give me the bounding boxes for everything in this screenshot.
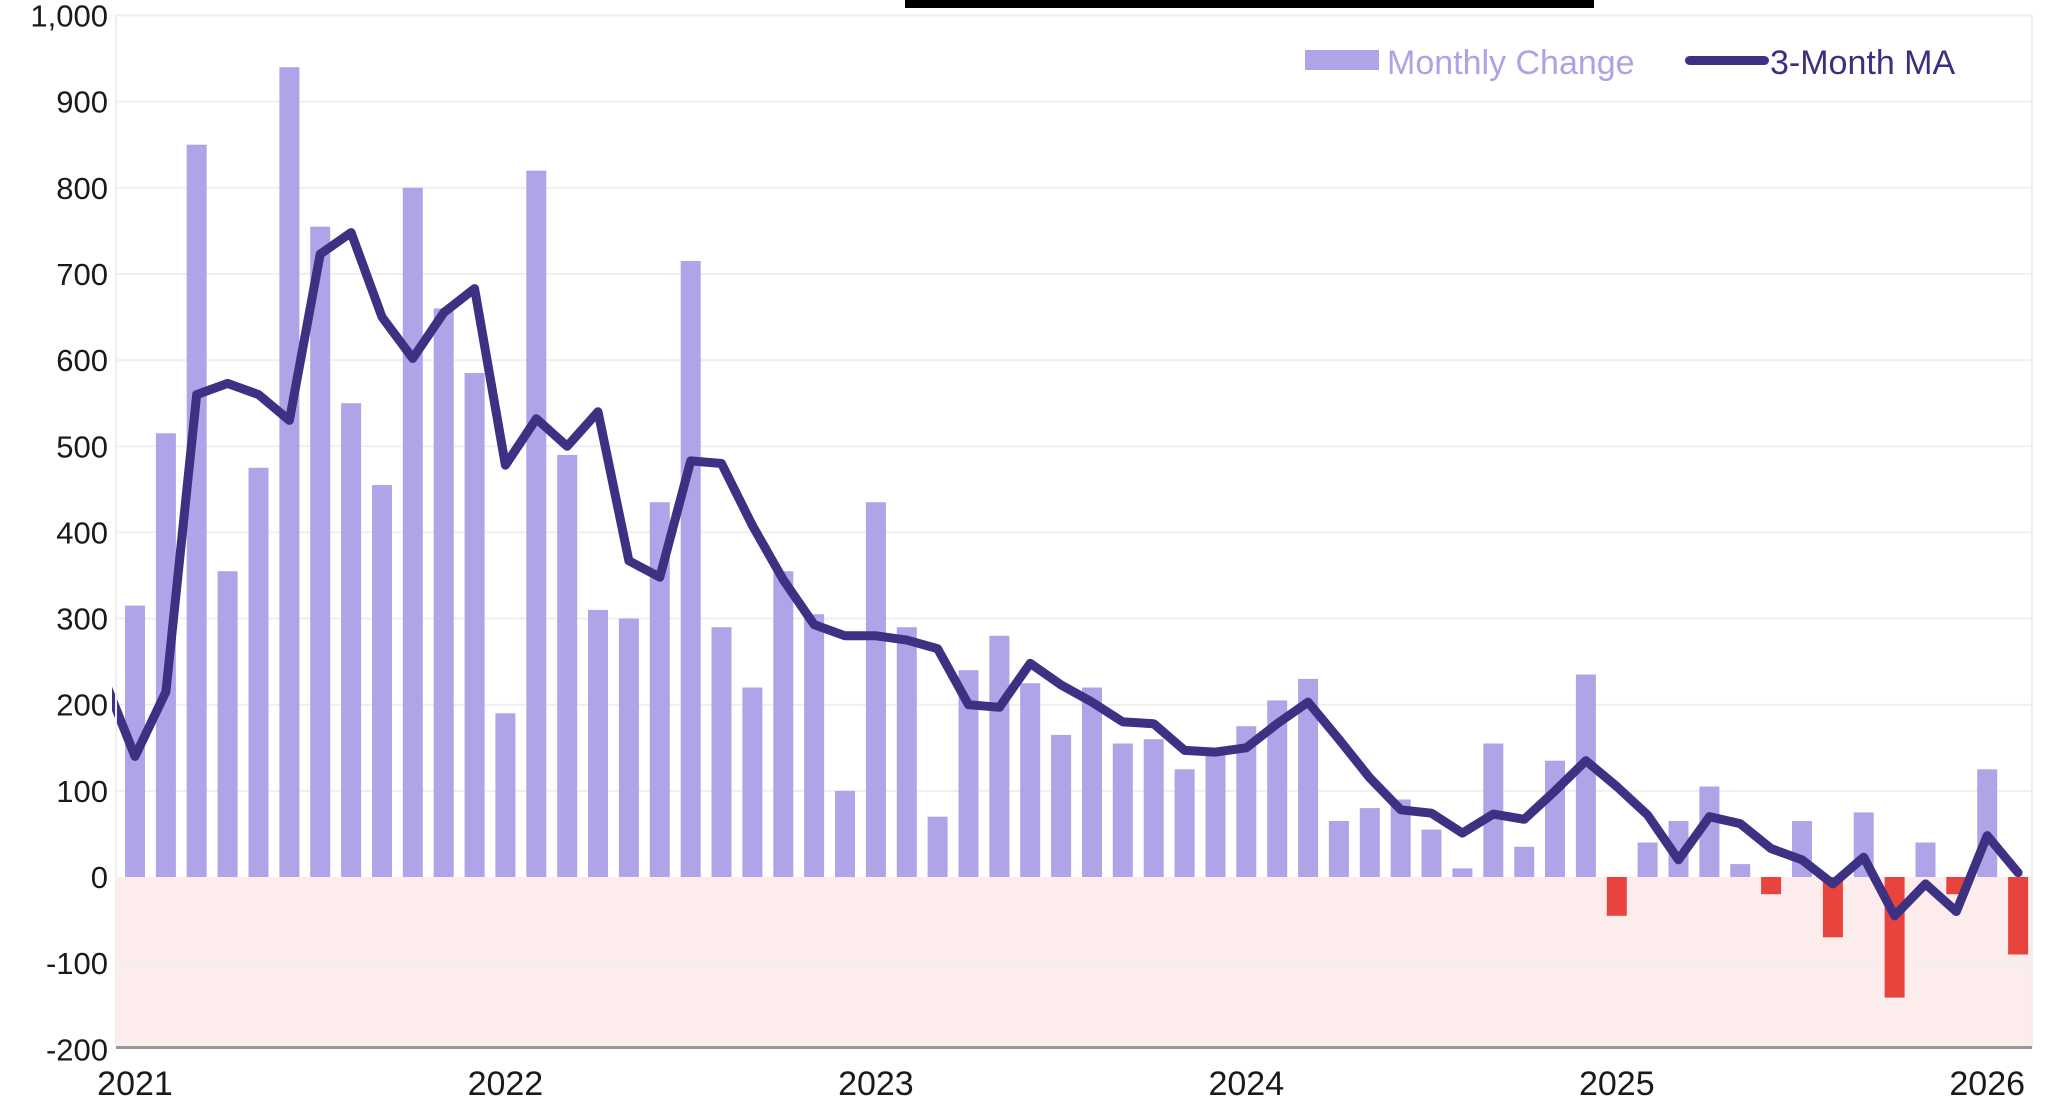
- bar-positive: [958, 670, 979, 877]
- x-axis-tick-label: 2025: [1579, 1065, 1655, 1103]
- bar-positive: [372, 485, 392, 877]
- title-underline: [905, 0, 1594, 8]
- y-axis-tick-label: 1,000: [30, 0, 108, 34]
- bar-positive: [1637, 842, 1658, 877]
- bar-positive: [248, 467, 269, 877]
- bar-positive: [1298, 678, 1319, 877]
- bar-positive: [1267, 700, 1288, 877]
- bar-positive: [279, 67, 300, 877]
- bar-positive: [649, 502, 670, 877]
- bar-positive: [1730, 864, 1751, 877]
- x-axis-tick-label: 2026: [1949, 1065, 2025, 1103]
- x-axis-tick-label: 2022: [468, 1065, 544, 1103]
- y-axis-tick-label: 400: [56, 515, 108, 550]
- ma-line: [112, 228, 2023, 921]
- x-axis-line: [116, 1046, 2032, 1049]
- bar-positive: [1915, 842, 1936, 877]
- monthly-change-bars: [125, 67, 2029, 998]
- y-axis-tick-label: 200: [56, 688, 108, 723]
- bar-positive: [1112, 743, 1133, 877]
- bar-positive: [1390, 799, 1411, 877]
- bar-positive: [989, 635, 1010, 877]
- bar-positive: [125, 605, 145, 877]
- bar-positive: [1359, 808, 1380, 877]
- bar-negative: [1822, 877, 1843, 938]
- bar-positive: [341, 403, 362, 877]
- y-axis-labels: 1,000 900 800 700 600 500 400 300 200 100 0 -100 -20…: [30, 0, 108, 1067]
- bar-negative: [1761, 877, 1782, 895]
- x-axis-tick-label: 2024: [1208, 1065, 1284, 1103]
- bar-positive: [896, 627, 917, 877]
- bar-positive: [1143, 739, 1164, 877]
- bar-positive: [1699, 786, 1720, 877]
- bar-positive: [1421, 829, 1442, 877]
- bar-positive: [464, 373, 485, 877]
- plot-borders: [115, 14, 2033, 1049]
- bar-negative: [2008, 877, 2029, 955]
- bar-positive: [588, 609, 608, 877]
- bar-positive: [1514, 846, 1535, 877]
- legend: Monthly Change 3-Month MA: [1305, 44, 1955, 82]
- y-axis-tick-label: 800: [56, 171, 108, 206]
- x-axis-labels: 2021 2022 2023 2024 2025 2026: [97, 1065, 2025, 1103]
- legend-bar-swatch-icon: [1305, 50, 1379, 70]
- y-axis-tick-label: 700: [56, 257, 108, 292]
- bar-positive: [433, 308, 454, 877]
- x-axis-tick-label: 2023: [838, 1065, 914, 1103]
- bar-positive: [865, 502, 886, 877]
- y-axis-tick-label: 100: [56, 774, 108, 809]
- bar-positive: [773, 571, 794, 877]
- bar-positive: [557, 454, 578, 877]
- bar-positive: [310, 226, 331, 878]
- bar-positive: [1236, 726, 1257, 877]
- bar-positive: [1082, 687, 1102, 877]
- y-axis-tick-label: 600: [56, 343, 108, 378]
- bar-positive: [217, 571, 238, 877]
- bar-positive: [927, 816, 948, 877]
- bar-positive: [742, 687, 763, 877]
- y-axis-tick-label: 300: [56, 602, 108, 637]
- bar-positive: [1668, 821, 1689, 877]
- negative-zone: [116, 877, 2032, 1047]
- bar-positive: [1020, 683, 1041, 877]
- legend-line-label: 3-Month MA: [1770, 44, 1955, 82]
- bar-positive: [1174, 769, 1195, 877]
- bar-positive: [1051, 734, 1072, 877]
- y-axis-tick-label: -100: [46, 946, 108, 981]
- bar-positive: [835, 790, 855, 878]
- bar-positive: [711, 627, 732, 877]
- bar-positive: [1452, 868, 1473, 877]
- x-axis-tick-label: 2021: [97, 1065, 173, 1103]
- bar-positive: [526, 170, 547, 878]
- y-axis-tick-label: 500: [56, 429, 108, 464]
- bar-positive: [804, 614, 825, 877]
- bar-positive: [680, 261, 701, 877]
- bar-positive: [402, 187, 423, 878]
- bar-positive: [618, 618, 639, 877]
- bar-negative: [1606, 877, 1627, 916]
- y-axis-tick-label: 900: [56, 85, 108, 120]
- y-axis-tick-label: -200: [46, 1032, 108, 1067]
- legend-bar-label: Monthly Change: [1387, 44, 1635, 82]
- bar-positive: [495, 713, 516, 877]
- y-axis-tick-label: 0: [91, 860, 108, 895]
- bar-positive: [1575, 674, 1596, 877]
- bar-positive: [1328, 821, 1349, 877]
- bar-positive: [186, 144, 207, 877]
- legend-line-swatch-icon: [1685, 56, 1769, 65]
- bar-positive: [1205, 747, 1226, 877]
